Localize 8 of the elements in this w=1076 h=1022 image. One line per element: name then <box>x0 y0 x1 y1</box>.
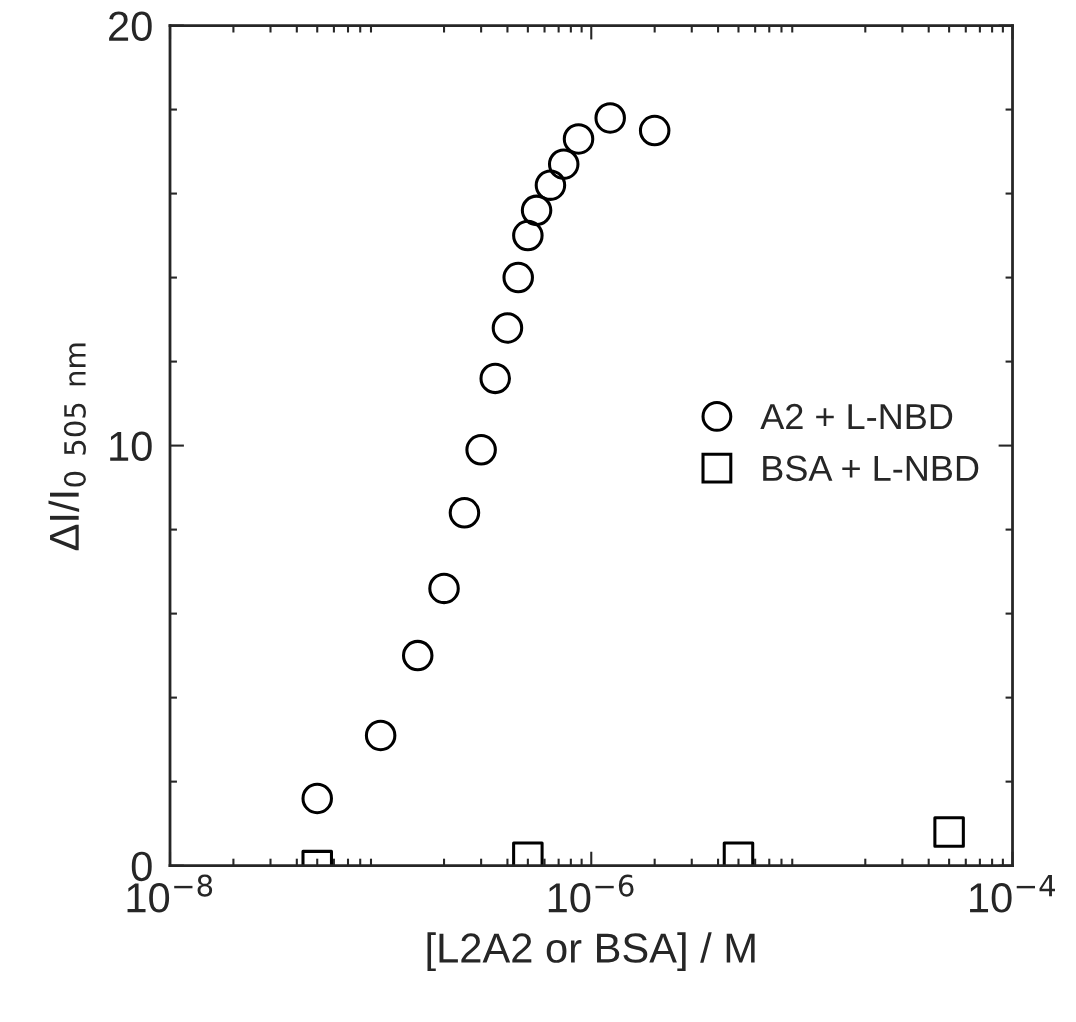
x-tick-label: 10$^{−6}$ <box>548 874 634 913</box>
legend-label: A2 + L-NBD <box>760 403 953 430</box>
legend-label: BSA + L-NBD <box>763 455 979 482</box>
x-tick-label: 10$^{−4}$ <box>970 875 1055 913</box>
y-tick-label: 10 <box>110 431 152 462</box>
y-tick-label: 20 <box>109 11 152 42</box>
y-axis-title: ΔI/I$_{0 505 nm}$ <box>48 343 86 551</box>
x-axis-title: [L2A2 or BSA] / M <box>427 932 755 972</box>
